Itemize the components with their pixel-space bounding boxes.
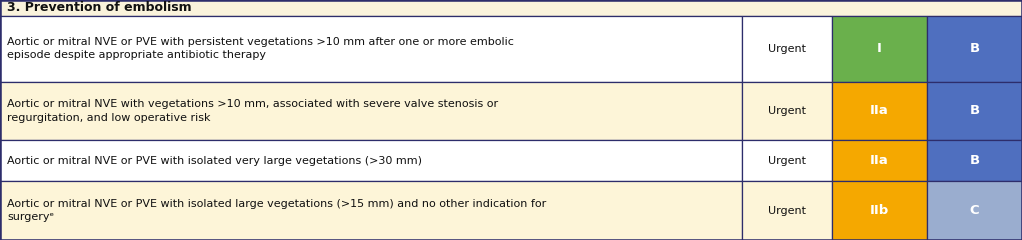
FancyBboxPatch shape	[742, 140, 832, 181]
FancyBboxPatch shape	[832, 82, 927, 140]
FancyBboxPatch shape	[927, 140, 1022, 181]
Text: IIa: IIa	[870, 104, 889, 118]
FancyBboxPatch shape	[832, 181, 927, 240]
Text: I: I	[877, 42, 882, 55]
FancyBboxPatch shape	[927, 16, 1022, 82]
Text: Aortic or mitral NVE or PVE with isolated large vegetations (>15 mm) and no othe: Aortic or mitral NVE or PVE with isolate…	[7, 199, 547, 222]
Text: B: B	[970, 104, 979, 118]
FancyBboxPatch shape	[742, 16, 832, 82]
FancyBboxPatch shape	[927, 82, 1022, 140]
FancyBboxPatch shape	[0, 0, 1022, 16]
Text: Urgent: Urgent	[768, 206, 806, 216]
FancyBboxPatch shape	[832, 16, 927, 82]
FancyBboxPatch shape	[0, 140, 742, 181]
Text: 3. Prevention of embolism: 3. Prevention of embolism	[7, 1, 192, 14]
FancyBboxPatch shape	[742, 181, 832, 240]
Text: B: B	[970, 42, 979, 55]
Text: B: B	[970, 154, 979, 167]
Text: IIa: IIa	[870, 154, 889, 167]
Text: Urgent: Urgent	[768, 44, 806, 54]
Text: Aortic or mitral NVE or PVE with isolated very large vegetations (>30 mm): Aortic or mitral NVE or PVE with isolate…	[7, 156, 422, 166]
Text: Urgent: Urgent	[768, 156, 806, 166]
Text: C: C	[970, 204, 979, 217]
Text: Aortic or mitral NVE or PVE with persistent vegetations >10 mm after one or more: Aortic or mitral NVE or PVE with persist…	[7, 37, 514, 60]
FancyBboxPatch shape	[742, 82, 832, 140]
FancyBboxPatch shape	[0, 16, 742, 82]
Text: Aortic or mitral NVE with vegetations >10 mm, associated with severe valve steno: Aortic or mitral NVE with vegetations >1…	[7, 99, 499, 123]
FancyBboxPatch shape	[832, 140, 927, 181]
FancyBboxPatch shape	[927, 181, 1022, 240]
FancyBboxPatch shape	[0, 82, 742, 140]
FancyBboxPatch shape	[0, 181, 742, 240]
Text: Urgent: Urgent	[768, 106, 806, 116]
Text: IIb: IIb	[870, 204, 889, 217]
